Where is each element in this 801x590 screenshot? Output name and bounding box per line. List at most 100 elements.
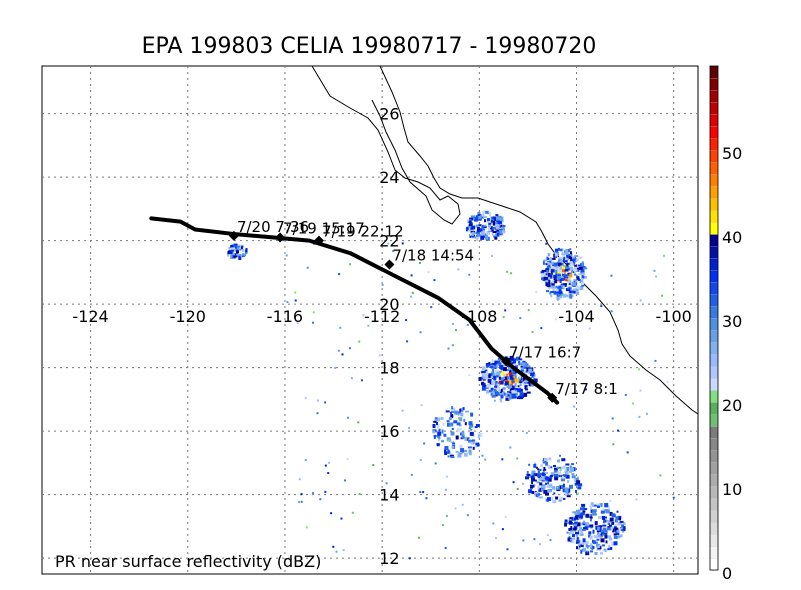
rain-pixel [481,371,486,374]
rain-pixel [581,273,585,276]
rain-pixel [447,439,450,442]
rain-pixel [468,452,472,456]
rain-pixel [522,360,526,363]
rain-pixel [432,424,436,428]
rain-pixel [445,251,448,254]
rain-pixel [572,511,577,514]
rain-pixel [610,310,613,313]
rain-pixel [477,214,482,217]
rain-pixel [600,510,605,514]
rain-pixel [611,521,615,525]
rain-pixel [600,533,603,536]
rain-pixel [470,225,474,230]
rain-pixel [520,367,524,370]
rain-pixel [558,285,563,289]
rain-pixel [572,258,576,262]
rain-pixel [577,267,580,270]
rain-pixel [585,513,590,518]
rain-pixel [565,294,569,297]
rain-pixel [580,271,585,276]
rain-pixel [561,252,566,256]
rain-pixel [502,316,505,319]
rain-pixel [408,557,411,560]
rain-pixel [616,529,620,533]
rain-pixel [556,266,560,270]
rain-pixel [495,392,499,395]
rain-pixel [470,412,474,417]
rain-pixel [406,340,409,343]
colorbar-tick-label: 0 [722,564,732,583]
track-point-marker [501,356,512,367]
rain-pixel [490,221,495,224]
rain-pixel [537,468,540,471]
rain-pixel [466,229,468,232]
rain-pixel [580,512,585,516]
rain-pixel [464,450,468,452]
rain-pixel [458,452,463,455]
rain-pixel [348,347,351,350]
rain-pixel [482,226,487,229]
rain-pixel [609,517,614,522]
rain-pixel [531,480,533,484]
rain-pixel [533,538,536,541]
rain-pixel [645,412,648,415]
colorbar-swatch [709,149,719,163]
rain-pixel [582,527,587,530]
rain-pixel [603,519,605,524]
rain-pixel [500,217,504,222]
rain-pixel [561,466,565,470]
rain-pixel [583,520,586,524]
rain-pixel [639,299,642,302]
rain-pixel [511,389,516,394]
rain-pixel [447,455,450,458]
rain-pixel [579,541,584,545]
rain-pixel [492,391,495,396]
rain-pixel [454,507,457,510]
rain-pixel [241,245,244,248]
rain-pixel [491,381,496,385]
plot-frame [41,65,699,575]
rain-pixel [501,230,506,234]
rain-pixel [381,283,384,286]
rain-pixel [516,488,519,490]
rain-pixel [437,424,440,428]
rain-pixel [559,454,561,457]
rain-pixel [456,422,461,426]
rain-pixel [596,548,601,551]
rain-pixel [478,377,482,381]
rain-pixel [505,392,510,396]
rain-pixel [603,548,606,551]
colorbar-swatch [709,425,719,439]
rain-pixel [564,276,569,279]
rain-pixel [468,273,471,276]
rain-pixel [500,398,503,403]
storm-track-points: 7/17 8:1 7/17 16:7 7/18 14:54 7/19 22:127/1… [228,218,618,403]
rain-pixel [545,492,549,496]
rain-pixel [506,270,509,273]
rain-pixel [594,551,598,555]
rain-pixel [506,548,509,551]
colorbar-swatch [709,461,719,475]
rain-pixel [570,526,573,530]
rain-pixel [601,508,606,511]
rain-pixel [565,474,570,479]
rain-pixel [505,394,509,398]
rain-pixel [612,528,615,533]
rain-pixel [580,544,584,548]
rain-pixel [515,378,520,383]
rain-pixel [522,539,525,542]
rain-pixel [566,495,571,498]
rain-pixel [446,437,451,442]
rain-pixel [519,317,522,319]
rain-pixel [572,288,576,291]
lat-tick-label: 14 [379,486,399,505]
rain-pixel [547,489,552,493]
lat-tick-label: 24 [379,168,399,187]
rain-pixel [609,511,613,516]
rain-pixel [448,417,452,420]
rain-pixel [312,492,314,494]
rain-pixel [581,262,584,267]
track-point-marker [384,259,395,270]
rain-pixel [495,216,500,221]
rain-pixel [229,255,232,259]
